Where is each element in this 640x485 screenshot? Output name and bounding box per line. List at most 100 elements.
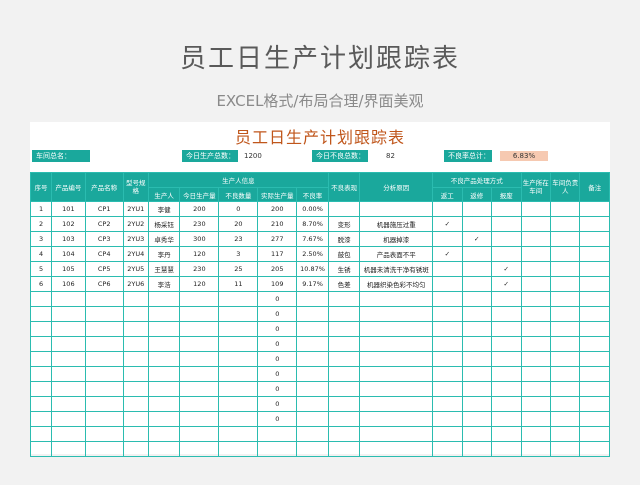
- cell-product-code[interactable]: [51, 336, 86, 352]
- cell-repair[interactable]: [461, 351, 493, 367]
- cell-workshop[interactable]: [520, 351, 551, 367]
- cell-seq[interactable]: [29, 441, 53, 457]
- cell-defect-appearance[interactable]: 脱漆: [327, 231, 361, 247]
- cell-repair[interactable]: [461, 366, 493, 382]
- cell-owner[interactable]: [549, 246, 581, 262]
- cell-defect-appearance[interactable]: [327, 426, 361, 442]
- cell-defect-rate[interactable]: [296, 396, 329, 412]
- cell-owner[interactable]: [549, 366, 581, 382]
- cell-remark[interactable]: [579, 381, 610, 397]
- cell-defect-qty[interactable]: [218, 306, 259, 322]
- cell-cause[interactable]: 产品表面不平: [359, 246, 434, 262]
- cell-model[interactable]: [122, 321, 149, 337]
- cell-rework[interactable]: [432, 261, 463, 277]
- cell-owner[interactable]: [549, 336, 581, 352]
- cell-actual-output[interactable]: 0: [257, 411, 298, 427]
- cell-owner[interactable]: [549, 411, 581, 427]
- cell-defect-qty[interactable]: [218, 366, 259, 382]
- cell-producer[interactable]: 李丹: [147, 246, 181, 262]
- cell-actual-output[interactable]: 0: [257, 351, 298, 367]
- cell-cause[interactable]: [359, 381, 434, 397]
- cell-scrap[interactable]: [491, 396, 522, 412]
- cell-actual-output[interactable]: 0: [257, 321, 298, 337]
- cell-defect-qty[interactable]: [218, 321, 259, 337]
- cell-seq[interactable]: [29, 366, 53, 382]
- cell-product-code[interactable]: [51, 321, 86, 337]
- cell-workshop[interactable]: [520, 411, 551, 427]
- cell-rework[interactable]: [432, 231, 463, 247]
- cell-model[interactable]: 2YU1: [122, 201, 149, 217]
- cell-today-output[interactable]: [179, 321, 220, 337]
- cell-scrap[interactable]: [491, 231, 522, 247]
- cell-cause[interactable]: 机器施压过重: [359, 216, 434, 232]
- cell-defect-qty[interactable]: [218, 351, 259, 367]
- cell-product-name[interactable]: [84, 426, 124, 442]
- cell-product-code[interactable]: [51, 306, 86, 322]
- cell-owner[interactable]: [549, 351, 581, 367]
- cell-product-code[interactable]: 106: [51, 276, 86, 292]
- cell-defect-qty[interactable]: [218, 336, 259, 352]
- cell-remark[interactable]: [579, 336, 610, 352]
- cell-seq[interactable]: [29, 396, 53, 412]
- cell-remark[interactable]: [579, 441, 610, 457]
- cell-remark[interactable]: [579, 321, 610, 337]
- cell-workshop[interactable]: [520, 426, 551, 442]
- cell-defect-rate[interactable]: [296, 351, 329, 367]
- cell-owner[interactable]: [549, 441, 581, 457]
- cell-cause[interactable]: [359, 336, 434, 352]
- cell-rework[interactable]: [432, 321, 463, 337]
- cell-product-name[interactable]: [84, 351, 124, 367]
- cell-scrap[interactable]: [491, 246, 522, 262]
- cell-defect-appearance[interactable]: [327, 396, 361, 412]
- cell-defect-appearance[interactable]: [327, 351, 361, 367]
- cell-product-name[interactable]: [84, 291, 124, 307]
- cell-remark[interactable]: [579, 351, 610, 367]
- cell-model[interactable]: 2YU6: [122, 276, 149, 292]
- defect-rate-value[interactable]: 6.83%: [500, 151, 548, 161]
- cell-actual-output[interactable]: 210: [257, 216, 298, 232]
- cell-defect-appearance[interactable]: [327, 366, 361, 382]
- cell-cause[interactable]: 机器掉漆: [359, 231, 434, 247]
- cell-scrap[interactable]: [491, 216, 522, 232]
- cell-cause[interactable]: [359, 411, 434, 427]
- cell-seq[interactable]: [29, 306, 53, 322]
- cell-defect-qty[interactable]: [218, 426, 259, 442]
- cell-defect-appearance[interactable]: 变形: [327, 216, 361, 232]
- cell-repair[interactable]: [461, 246, 493, 262]
- cell-actual-output[interactable]: 0: [257, 336, 298, 352]
- cell-repair[interactable]: [461, 396, 493, 412]
- cell-defect-appearance[interactable]: [327, 381, 361, 397]
- cell-product-name[interactable]: [84, 441, 124, 457]
- cell-defect-appearance[interactable]: [327, 411, 361, 427]
- cell-model[interactable]: [122, 426, 149, 442]
- cell-today-output[interactable]: [179, 351, 220, 367]
- cell-seq[interactable]: 2: [29, 216, 53, 232]
- cell-scrap[interactable]: [491, 201, 522, 217]
- cell-defect-qty[interactable]: 25: [218, 261, 259, 277]
- cell-cause[interactable]: [359, 351, 434, 367]
- cell-producer[interactable]: [147, 381, 181, 397]
- cell-seq[interactable]: [29, 321, 53, 337]
- cell-workshop[interactable]: [520, 201, 551, 217]
- cell-model[interactable]: [122, 396, 149, 412]
- cell-seq[interactable]: 6: [29, 276, 53, 292]
- cell-product-name[interactable]: [84, 336, 124, 352]
- cell-actual-output[interactable]: 0: [257, 381, 298, 397]
- cell-producer[interactable]: 卓秀华: [147, 231, 181, 247]
- cell-rework[interactable]: [432, 336, 463, 352]
- cell-cause[interactable]: [359, 441, 434, 457]
- cell-defect-rate[interactable]: 2.50%: [296, 246, 329, 262]
- cell-defect-rate[interactable]: [296, 366, 329, 382]
- cell-today-output[interactable]: [179, 396, 220, 412]
- cell-seq[interactable]: 1: [29, 201, 53, 217]
- cell-cause[interactable]: [359, 396, 434, 412]
- cell-defect-appearance[interactable]: [327, 306, 361, 322]
- cell-product-code[interactable]: 102: [51, 216, 86, 232]
- cell-cause[interactable]: 机器织染色彩不均匀: [359, 276, 434, 292]
- cell-scrap[interactable]: [491, 441, 522, 457]
- cell-today-output[interactable]: [179, 306, 220, 322]
- cell-producer[interactable]: [147, 336, 181, 352]
- cell-defect-rate[interactable]: [296, 381, 329, 397]
- cell-scrap[interactable]: ✓: [491, 261, 522, 277]
- cell-defect-appearance[interactable]: [327, 291, 361, 307]
